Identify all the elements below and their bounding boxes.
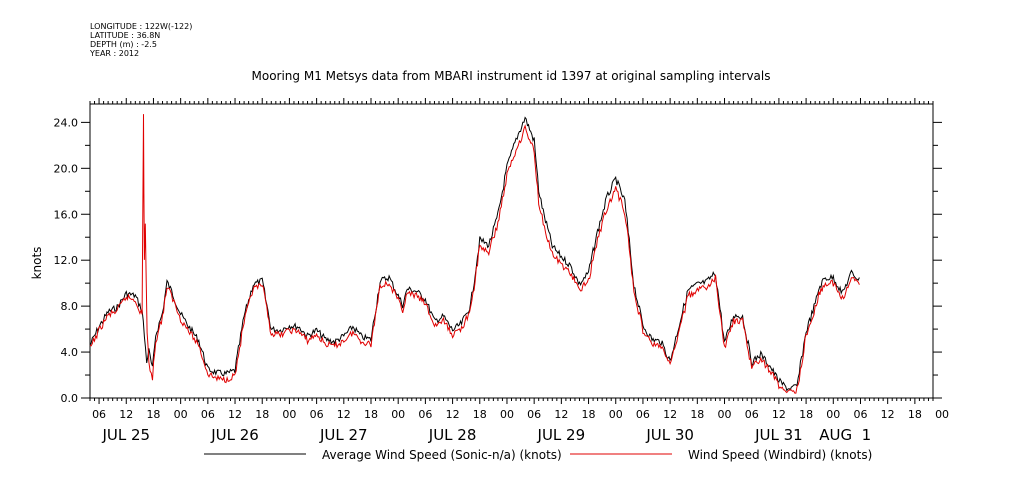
- legend: Average Wind Speed (Sonic-n/a) (knots) W…: [204, 448, 872, 462]
- x-tick-label: 12: [337, 408, 351, 421]
- y-tick-label: 12.0: [54, 254, 79, 267]
- y-tick-label: 8.0: [61, 300, 79, 313]
- y-tick-label: 0.0: [61, 392, 79, 405]
- series-lines: [89, 114, 860, 394]
- x-tick-label: 18: [908, 408, 922, 421]
- x-tick-label: 00: [282, 408, 296, 421]
- x-tick-label: 06: [853, 408, 867, 421]
- y-tick-label: 20.0: [54, 162, 79, 175]
- y-tick-label: 4.0: [61, 346, 79, 359]
- x-tick-label: 00: [391, 408, 405, 421]
- date-label: JUL 30: [645, 426, 694, 444]
- y-axis-label: knots: [30, 247, 44, 280]
- x-tick-label: 18: [799, 408, 813, 421]
- x-tick-label: 12: [772, 408, 786, 421]
- x-tick-label: 06: [92, 408, 106, 421]
- x-tick-label: 18: [690, 408, 704, 421]
- x-tick-label: 00: [935, 408, 949, 421]
- x-tick-label: 06: [310, 408, 324, 421]
- x-tick-label: 18: [255, 408, 269, 421]
- legend-label-average: Average Wind Speed (Sonic-n/a) (knots): [322, 448, 562, 462]
- x-tick-label: 12: [554, 408, 568, 421]
- x-tick-label: 12: [663, 408, 677, 421]
- x-tick-label: 06: [201, 408, 215, 421]
- chart-title: Mooring M1 Metsys data from MBARI instru…: [252, 69, 771, 83]
- date-label: JUL 31: [754, 426, 803, 444]
- x-tick-labels: 06 12 18 00 06 12 18 00 06 12 18 00 06 12 18 00 06 12 18 00…: [92, 408, 949, 421]
- series-line-average-wind-speed: [89, 116, 860, 392]
- y-tick-label: 16.0: [54, 208, 79, 221]
- x-tick-label: 12: [446, 408, 460, 421]
- x-tick-label: 06: [418, 408, 432, 421]
- x-tick-label: 18: [473, 408, 487, 421]
- y-tick-labels: 0.0 4.0 8.0 12.0 16.0 20.0 24.0: [54, 116, 79, 405]
- x-tick-label: 18: [582, 408, 596, 421]
- y-tick-label: 24.0: [54, 116, 79, 129]
- date-label: JUL 29: [537, 426, 586, 444]
- x-tick-label: 12: [881, 408, 895, 421]
- x-tick-label: 00: [826, 408, 840, 421]
- date-label: JUL 27: [319, 426, 368, 444]
- x-tick-label: 06: [745, 408, 759, 421]
- legend-label-windbird: Wind Speed (Windbird) (knots): [688, 448, 872, 462]
- x-tick-label: 00: [718, 408, 732, 421]
- depth-text: DEPTH (m) : -2.5: [90, 40, 157, 49]
- date-labels: JUL 25 JUL 26 JUL 27 JUL 28 JUL 29 JUL 30 JUL …: [101, 426, 871, 444]
- x-tick-label: 00: [174, 408, 188, 421]
- plot-frame: [89, 103, 934, 399]
- x-tick-label: 12: [228, 408, 242, 421]
- longitude-text: LONGITUDE : 122W(-122): [90, 22, 193, 31]
- axis-ticks: [81, 98, 942, 404]
- x-tick-label: 12: [119, 408, 133, 421]
- date-label: JUL 28: [428, 426, 477, 444]
- x-tick-label: 06: [636, 408, 650, 421]
- date-label: JUL 25: [101, 426, 150, 444]
- year-text: YEAR : 2012: [90, 49, 140, 58]
- x-tick-label: 00: [609, 408, 623, 421]
- x-tick-label: 00: [500, 408, 514, 421]
- x-tick-label: 18: [364, 408, 378, 421]
- x-tick-label: 06: [527, 408, 541, 421]
- x-tick-label: 18: [146, 408, 160, 421]
- date-label: JUL 26: [210, 426, 259, 444]
- metadata-block: LONGITUDE : 122W(-122) LATITUDE : 36.8N …: [90, 22, 192, 58]
- latitude-text: LATITUDE : 36.8N: [90, 31, 161, 40]
- date-label: AUG 1: [819, 426, 871, 444]
- series-line-windbird-wind-speed: [89, 114, 860, 394]
